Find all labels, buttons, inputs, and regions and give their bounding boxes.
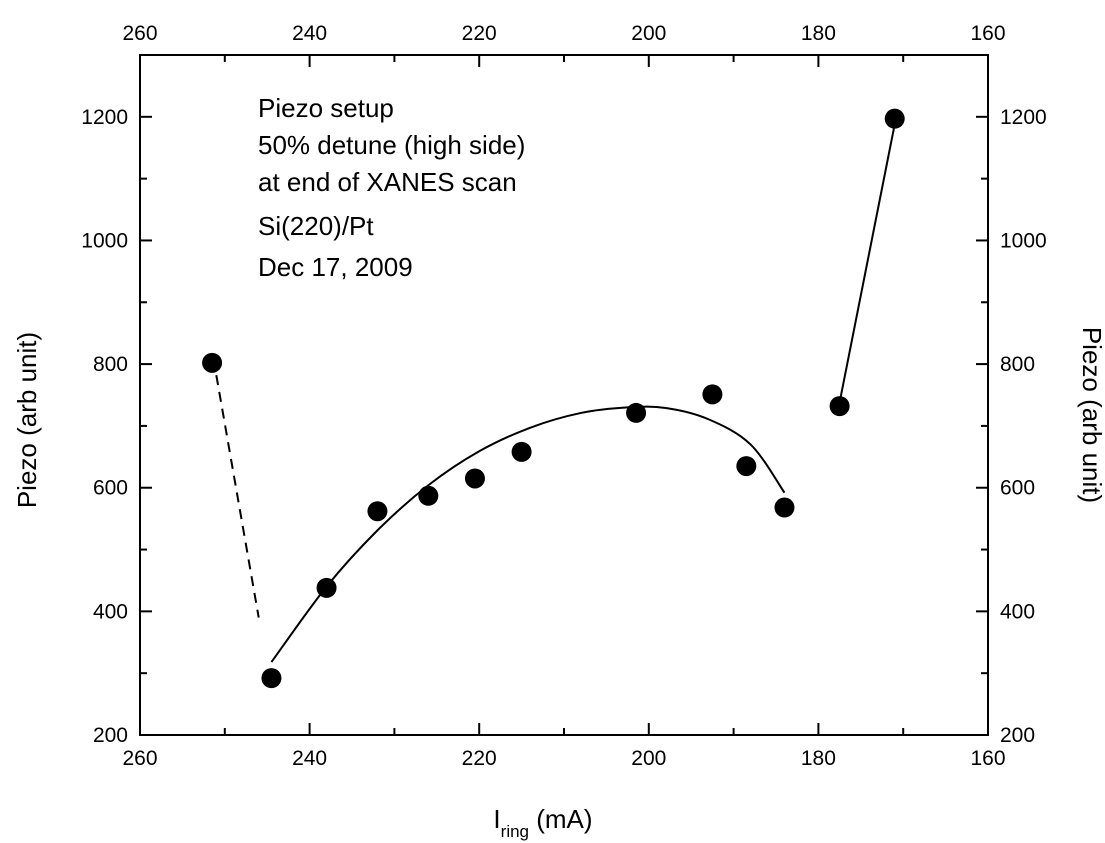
y-tick-label-right: 800 [1000,353,1035,376]
x-tick-label-bottom: 160 [970,747,1005,770]
y-tick-label-right: 600 [1000,477,1035,500]
x-tick-label-top: 240 [292,22,327,45]
fit-curve [270,405,786,663]
x-axis-title: Iring (mA) [493,804,592,841]
data-point [367,501,388,522]
x-tick-label-bottom: 220 [462,747,497,770]
y-tick-label-right: 1000 [1000,229,1047,252]
x-tick-label-top: 180 [801,22,836,45]
data-point [464,468,485,489]
y-tick-label-left: 200 [93,724,128,747]
data-point [261,668,282,689]
x-tick-label-top: 220 [462,22,497,45]
tick-marks [139,54,989,736]
data-point [316,577,337,598]
data-point [884,108,905,129]
data-point [702,384,723,405]
series-lines [215,124,896,663]
dashed-line [215,375,260,618]
y-tick-label-right: 1200 [1000,106,1047,129]
y-tick-label-left: 1200 [81,106,128,129]
y-axis-title-left: Piezo (arb unit) [12,332,42,508]
x-tick-label-bottom: 240 [292,747,327,770]
y-axis-title-right: Piezo (arb unit) [1077,327,1105,503]
data-point [829,396,850,417]
y-tick-label-left: 400 [93,600,128,623]
x-tick-label-top: 260 [122,22,157,45]
y-tick-label-left: 800 [93,353,128,376]
data-point [511,441,532,462]
data-point [626,402,647,423]
data-point [736,456,757,477]
x-tick-label-bottom: 200 [631,747,666,770]
data-point [774,497,795,518]
y-tick-label-left: 600 [93,477,128,500]
data-points [202,108,905,689]
x-tick-label-bottom: 180 [801,747,836,770]
annotation-line: at end of XANES scan [258,167,517,197]
annotation-line: Si(220)/Pt [258,211,374,241]
y-tick-label-right: 400 [1000,600,1035,623]
x-tick-label-bottom: 260 [122,747,157,770]
annotation-line: Piezo setup [258,93,394,123]
y-tick-label-right: 200 [1000,724,1035,747]
solid-segment [838,124,896,403]
y-tick-label-left: 1000 [81,229,128,252]
annotation-line: Dec 17, 2009 [258,252,413,282]
annotation-line: 50% detune (high side) [258,130,525,160]
data-point [202,352,223,373]
x-tick-label-top: 160 [970,22,1005,45]
annotation: Piezo setup 50% detune (high side) at en… [258,93,525,282]
x-tick-label-top: 200 [631,22,666,45]
data-point [418,485,439,506]
